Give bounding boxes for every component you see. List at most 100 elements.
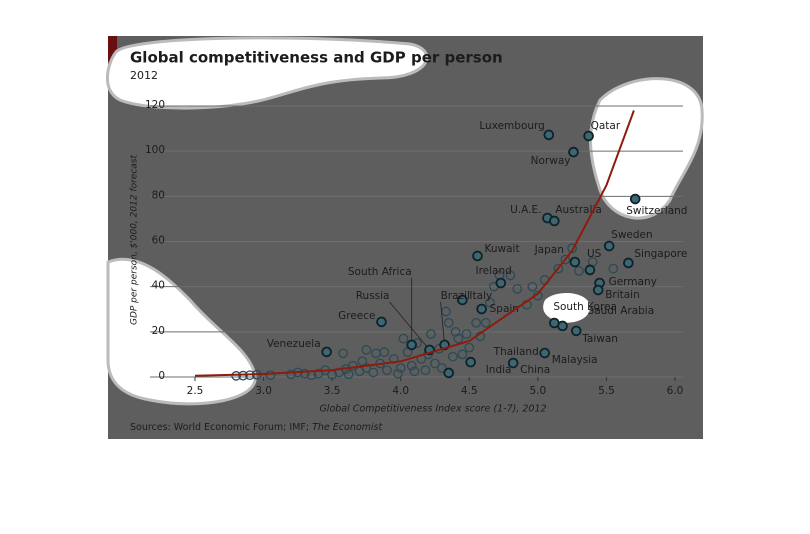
point-label: Taiwan [581, 333, 618, 345]
labeled-point [539, 347, 551, 359]
labeled-point [472, 250, 483, 262]
y-axis-label: GDP per person, $'000, 2012 forecast [130, 155, 140, 326]
source: Sources: World Economic Forum; IMF; The … [130, 422, 383, 433]
point-label: Luxembourg [479, 120, 544, 132]
x-tick-label: 2.5 [187, 385, 204, 397]
y-tick-label: 20 [152, 325, 165, 337]
x-axis-label: Global Competitiveness Index score (1-7)… [319, 404, 546, 415]
point-label: Russia [356, 290, 390, 302]
labeled-point [376, 316, 387, 328]
point [286, 369, 296, 380]
labeled-point [443, 367, 455, 379]
point-label: Qatar [591, 120, 621, 132]
leader-line [440, 301, 445, 345]
labeled-point [476, 303, 487, 315]
x-tick-label: 5.0 [530, 385, 547, 397]
point [553, 263, 564, 274]
point [361, 345, 372, 355]
y-tick-label: 120 [145, 99, 165, 111]
labeled-point [406, 339, 417, 351]
point-label: China [520, 364, 550, 376]
point-label: Saudi Arabia [588, 305, 655, 317]
point [406, 360, 417, 371]
point [527, 281, 538, 292]
point-label: Malaysia [552, 354, 598, 366]
point [379, 347, 390, 358]
point-label: U.A.E. [510, 204, 541, 216]
point [430, 358, 440, 369]
point [393, 368, 403, 379]
point-label: Switzerland [626, 205, 687, 217]
point [437, 363, 447, 373]
point [347, 360, 358, 371]
point [382, 365, 392, 376]
point [398, 333, 409, 344]
point [574, 266, 584, 276]
y-tick-label: 0 [158, 370, 165, 382]
labeled-point [623, 257, 634, 269]
x-tick-label: 5.5 [598, 385, 615, 397]
point [608, 263, 619, 274]
point [471, 317, 481, 328]
labeled-point [557, 320, 568, 332]
labeled-point [569, 256, 581, 268]
occlusion-blob [543, 293, 591, 323]
point-label: South Korea [553, 301, 617, 313]
point [505, 270, 516, 281]
leader-line [389, 301, 430, 351]
labeled-point [629, 193, 641, 205]
point [464, 342, 475, 353]
point-label: India [486, 364, 512, 376]
x-tick-label: 3.0 [255, 385, 272, 397]
x-tick-label: 4.0 [392, 385, 409, 397]
point-label: Norway [531, 155, 571, 167]
labeled-point [549, 215, 560, 227]
y-tick-label: 60 [152, 235, 165, 247]
point-label: Germany [609, 276, 657, 288]
point-label: Brazil [441, 290, 470, 302]
point-label: Venezuela [267, 338, 321, 350]
point [299, 368, 310, 379]
labeled-point [507, 357, 519, 369]
x-tick-label: 6.0 [667, 385, 684, 397]
point-label: South Africa [348, 266, 412, 278]
brand-tab [108, 36, 117, 62]
point-label: Japan [534, 244, 564, 256]
y-tick-label: 80 [152, 189, 165, 201]
source-italic: The Economist [312, 422, 383, 433]
point [231, 371, 241, 381]
point-label: US [587, 248, 602, 260]
y-tick-label: 100 [145, 144, 165, 156]
labeled-point [543, 129, 555, 141]
point-label: Ireland [476, 265, 512, 277]
labeled-point [592, 284, 604, 296]
point [560, 254, 571, 265]
labeled-point [321, 346, 332, 358]
labeled-point [583, 130, 594, 142]
labeled-point [457, 294, 468, 306]
point-label: Kuwait [485, 243, 520, 255]
chart-title: Global competitiveness and GDP per perso… [130, 49, 503, 67]
point [368, 367, 379, 378]
point-label: Singapore [634, 248, 687, 260]
point [461, 329, 472, 339]
point-label: Sweden [611, 229, 653, 241]
point [420, 365, 431, 376]
point [443, 317, 454, 328]
point [409, 366, 420, 377]
point [485, 297, 495, 308]
point [361, 363, 372, 373]
labeled-point [570, 325, 582, 337]
point-label: Britain [605, 289, 640, 301]
occlusion-blob [105, 36, 429, 110]
labeled-point [465, 356, 476, 368]
point [338, 348, 348, 359]
y-tick-label: 40 [152, 280, 165, 292]
labeled-point [603, 240, 615, 252]
point [265, 370, 276, 381]
point-label: Thailand [493, 346, 539, 358]
point [567, 243, 577, 254]
labeled-point [584, 264, 596, 276]
